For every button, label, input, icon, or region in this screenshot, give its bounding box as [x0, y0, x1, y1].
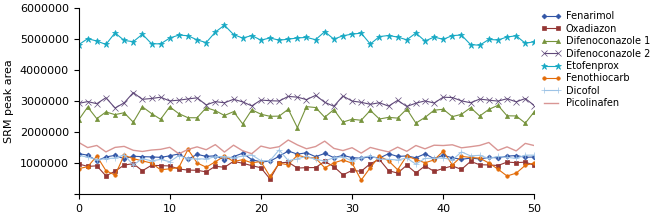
Etofenprox	[230, 33, 237, 36]
Line: Dicofol: Dicofol	[76, 147, 537, 168]
Dicofol	[129, 164, 137, 166]
Difenoconazole 1	[412, 122, 420, 124]
Difenoconazole 1	[522, 122, 529, 124]
Fenothiocarb	[184, 148, 192, 151]
Picolinafen	[184, 148, 192, 151]
Dicofol	[531, 154, 539, 157]
Picolinafen	[175, 153, 183, 155]
Oxadiazon	[522, 161, 529, 164]
Picolinafen	[531, 144, 539, 147]
Fenarimol	[211, 155, 219, 157]
Etofenprox	[220, 24, 228, 27]
Difenoconazole 1	[211, 109, 219, 112]
Dicofol	[276, 149, 283, 151]
Picolinafen	[522, 142, 529, 145]
Fenarimol	[220, 158, 228, 161]
Line: Difenoconazole 2: Difenoconazole 2	[76, 90, 537, 111]
Line: Difenoconazole 1: Difenoconazole 1	[77, 103, 537, 130]
Dicofol	[394, 159, 401, 161]
Fenarimol	[522, 156, 529, 159]
Difenoconazole 2	[75, 102, 83, 105]
Difenoconazole 2	[531, 104, 539, 107]
Fenarimol	[421, 153, 429, 155]
Dicofol	[230, 157, 237, 159]
Oxadiazon	[394, 172, 401, 174]
Etofenprox	[75, 44, 83, 46]
Dicofol	[75, 154, 83, 157]
Oxadiazon	[421, 165, 429, 167]
Fenothiocarb	[220, 155, 228, 157]
Etofenprox	[522, 42, 529, 44]
Difenoconazole 2	[230, 98, 237, 101]
Difenoconazole 2	[129, 91, 137, 94]
Fenarimol	[75, 152, 83, 155]
Picolinafen	[220, 151, 228, 153]
Fenarimol	[257, 160, 265, 163]
Line: Picolinafen: Picolinafen	[79, 140, 535, 154]
Etofenprox	[211, 31, 219, 33]
Etofenprox	[531, 40, 539, 43]
Oxadiazon	[266, 178, 274, 180]
Fenothiocarb	[522, 164, 529, 167]
Line: Etofenprox: Etofenprox	[75, 22, 538, 49]
Fenothiocarb	[230, 160, 237, 163]
Oxadiazon	[211, 165, 219, 168]
Etofenprox	[175, 34, 183, 36]
Difenoconazole 1	[384, 116, 392, 119]
Etofenprox	[384, 34, 392, 37]
Oxadiazon	[375, 158, 383, 161]
Legend: Fenarimol, Oxadiazon, Difenoconazole 1, Difenoconazole 2, Etofenprox, Fenothioca: Fenarimol, Oxadiazon, Difenoconazole 1, …	[539, 9, 652, 110]
Line: Oxadiazon: Oxadiazon	[77, 158, 536, 181]
Difenoconazole 2	[394, 99, 401, 102]
Picolinafen	[75, 141, 83, 144]
Difenoconazole 1	[220, 114, 228, 117]
Fenothiocarb	[531, 162, 539, 164]
Difenoconazole 1	[531, 110, 539, 113]
Fenarimol	[394, 155, 401, 158]
Difenoconazole 2	[421, 100, 429, 102]
Oxadiazon	[220, 166, 228, 169]
Difenoconazole 1	[293, 126, 301, 129]
Oxadiazon	[75, 163, 83, 165]
Line: Fenothiocarb: Fenothiocarb	[77, 148, 536, 182]
Fenarimol	[531, 156, 539, 158]
Fenarimol	[175, 153, 183, 155]
Dicofol	[220, 155, 228, 158]
Oxadiazon	[175, 168, 183, 170]
Picolinafen	[394, 146, 401, 148]
Fenarimol	[284, 150, 292, 152]
Picolinafen	[421, 148, 429, 150]
Fenothiocarb	[75, 167, 83, 170]
Dicofol	[522, 154, 529, 157]
Oxadiazon	[531, 164, 539, 167]
Fenothiocarb	[421, 162, 429, 164]
Fenothiocarb	[358, 179, 365, 181]
Fenothiocarb	[394, 169, 401, 171]
Etofenprox	[476, 44, 483, 47]
Picolinafen	[284, 139, 292, 141]
Picolinafen	[230, 144, 237, 146]
Difenoconazole 1	[175, 112, 183, 115]
Line: Fenarimol: Fenarimol	[77, 149, 536, 164]
Difenoconazole 2	[193, 97, 201, 99]
Y-axis label: SRM peak area: SRM peak area	[4, 59, 14, 143]
Dicofol	[184, 157, 192, 160]
Etofenprox	[412, 32, 420, 34]
Difenoconazole 2	[522, 97, 529, 100]
Difenoconazole 1	[494, 104, 502, 107]
Fenothiocarb	[175, 166, 183, 169]
Difenoconazole 2	[111, 107, 119, 109]
Difenoconazole 2	[239, 100, 247, 103]
Dicofol	[421, 157, 429, 160]
Difenoconazole 1	[75, 119, 83, 121]
